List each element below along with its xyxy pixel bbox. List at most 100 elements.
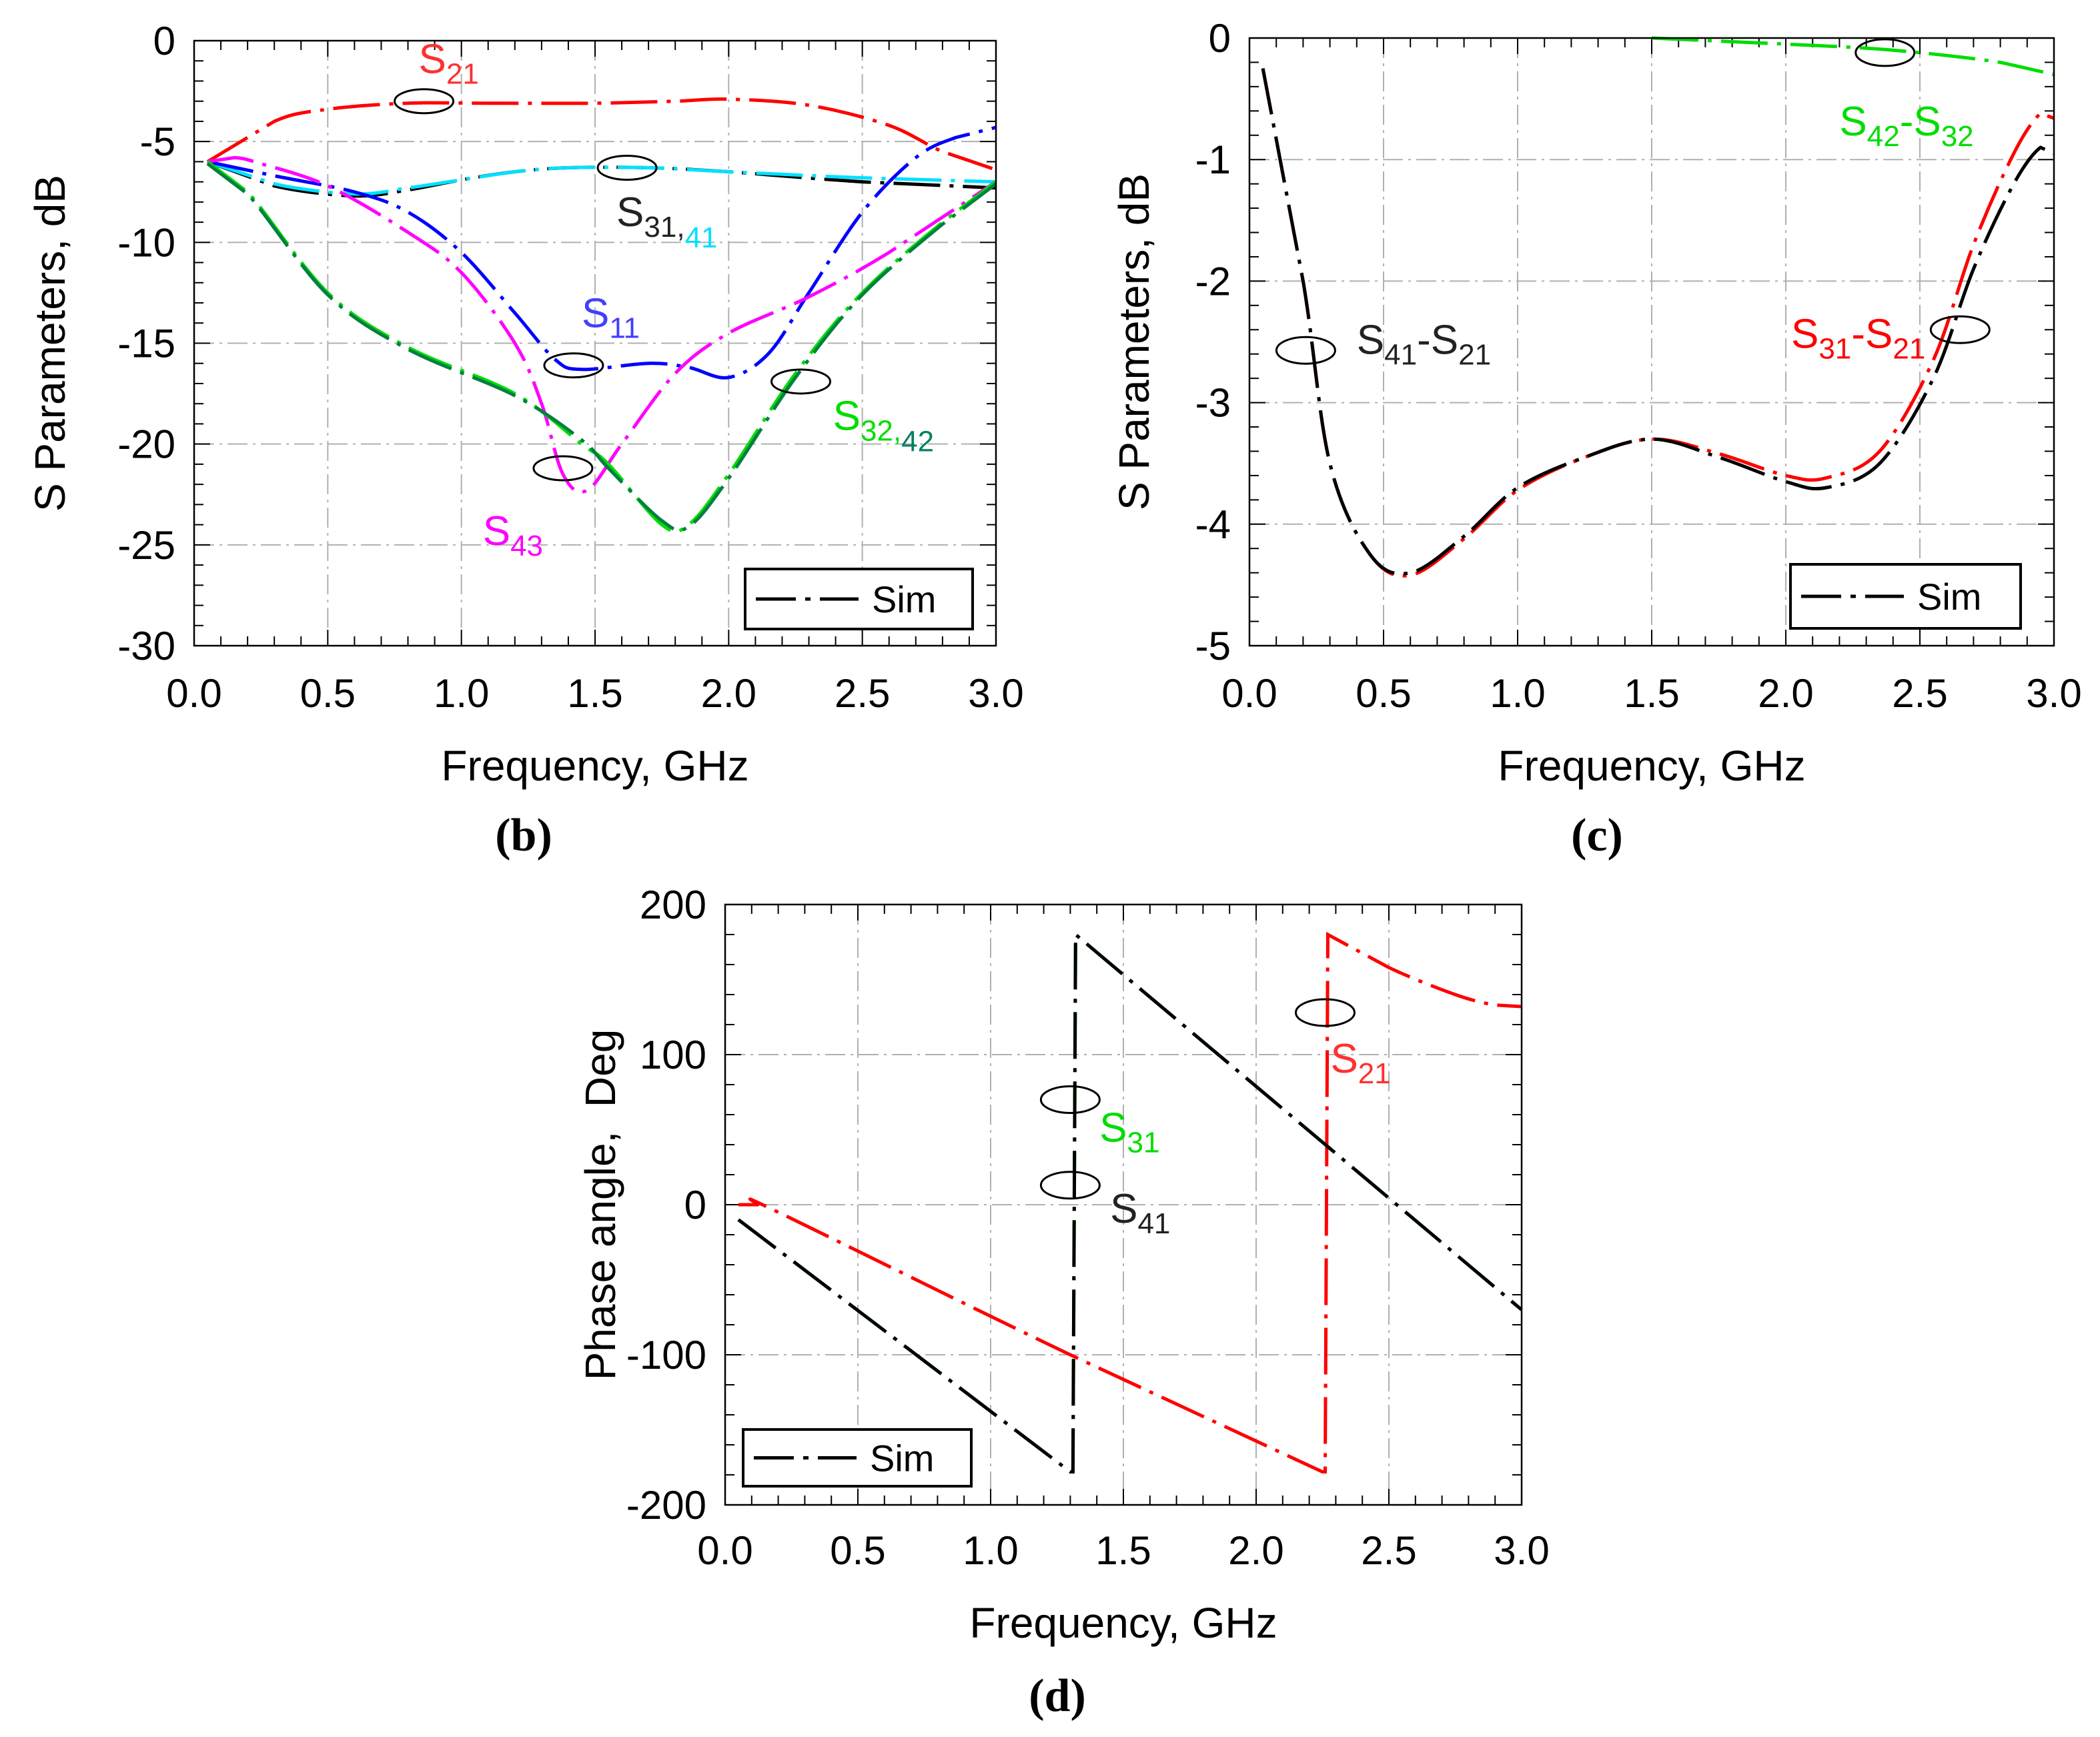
x-tick-label: 0.0 xyxy=(1221,671,1277,716)
annotation-subscript: 42 xyxy=(1867,120,1900,153)
x-tick-label: 0.0 xyxy=(166,671,221,716)
annotation-main: S xyxy=(1099,1105,1127,1151)
annotation-ellipse xyxy=(1039,1171,1101,1200)
y-tick-label: 100 xyxy=(640,1033,706,1077)
chart-panel-c: 0.0 0.5 1.0 1.5 2.0 2.5 3.0 0 -1 -2 -3 -4 -5 Frequenc… xyxy=(1110,16,2082,861)
annotation-main: S xyxy=(1330,1036,1358,1082)
y-tick-label: -30 xyxy=(117,624,175,668)
annotation-label: S21 xyxy=(419,36,479,90)
x-tick-label: 2.5 xyxy=(1892,671,1947,716)
y-axis-label: S Parameters, dB xyxy=(1110,173,1158,510)
x-tick-label: 2.5 xyxy=(835,671,890,716)
annotation-ellipse xyxy=(394,88,455,115)
y-tick-label: -25 xyxy=(117,523,175,568)
annotation-subscript: 21 xyxy=(1893,333,1925,366)
annotation-label: S43 xyxy=(483,508,543,562)
annotation-subscript: 32, xyxy=(861,415,901,448)
x-tick-label: 1.5 xyxy=(1624,671,1679,716)
x-tick-label: 3.0 xyxy=(968,671,1023,716)
y-tick-label: -100 xyxy=(626,1333,706,1377)
annotation-label: S11 xyxy=(582,290,640,344)
y-tick-label: 200 xyxy=(640,883,706,927)
plot-frame xyxy=(1248,37,2055,647)
annotation-main: S xyxy=(1110,1186,1137,1232)
annotation-label: S32,42 xyxy=(833,394,934,458)
annotation-main: -S xyxy=(1851,312,1893,358)
series-line-s21 xyxy=(206,97,997,171)
annotation-ellipse xyxy=(543,352,604,379)
annotation-label: S41-S21 xyxy=(1357,318,1491,372)
plot-frame xyxy=(193,39,997,647)
x-tick-label: 0.5 xyxy=(1356,671,1411,716)
y-tick-label: -20 xyxy=(117,422,175,467)
annotation-main: S xyxy=(419,36,446,82)
chart-panel-b: 0.0 0.5 1.0 1.5 2.0 2.5 3.0 0 -5 -10 -15 -20 -25 -30 F… xyxy=(26,19,1024,861)
y-tick-label: -5 xyxy=(140,119,175,164)
legend-label: Sim xyxy=(870,1437,934,1480)
annotation-main: -S xyxy=(1900,99,1941,145)
annotation-ellipse xyxy=(532,455,594,482)
x-tick-label: 0.5 xyxy=(300,671,356,716)
chart-panel-d: 0.0 0.5 1.0 1.5 2.0 2.5 3.0 200 100 0 -100 -200 Freq… xyxy=(576,883,1550,1722)
annotation-ellipse xyxy=(1039,1085,1101,1114)
panel-label: (c) xyxy=(1571,810,1623,861)
annotation-main: S xyxy=(582,290,609,336)
x-tick-label: 1.5 xyxy=(567,671,622,716)
x-axis-label: Frequency, GHz xyxy=(441,742,748,790)
series-line-s41 xyxy=(737,931,1523,1474)
y-axis-label: S Parameters, dB xyxy=(26,175,74,512)
annotation-label: S31-S21 xyxy=(1791,312,1925,366)
y-tick-label: -15 xyxy=(117,322,175,366)
annotation-main: -S xyxy=(1417,318,1458,364)
annotation-subscript: 31 xyxy=(1127,1127,1160,1159)
series-line-s21 xyxy=(738,931,1522,1474)
x-tick-label: 0.0 xyxy=(697,1528,752,1573)
annotation-ellipse xyxy=(1855,38,1916,67)
plot-frame xyxy=(724,903,1523,1506)
series-line-s43 xyxy=(207,155,997,494)
x-tick-label: 2.0 xyxy=(701,671,756,716)
legend: Sim xyxy=(742,1428,973,1488)
annotation-subscript: 41 xyxy=(1137,1207,1170,1240)
annotation-subscript: 31 xyxy=(1818,333,1851,366)
y-tick-label: -5 xyxy=(1195,624,1231,668)
annotation-subscript: 21 xyxy=(446,57,479,90)
x-axis-label: Frequency, GHz xyxy=(1498,742,1805,790)
annotation-subscript: 21 xyxy=(1458,339,1491,372)
annotation-label: S31 xyxy=(1099,1105,1159,1159)
y-tick-label: -2 xyxy=(1195,259,1231,304)
annotation-subscript: 42 xyxy=(901,426,934,458)
annotation-label: S21 xyxy=(1330,1036,1390,1090)
x-tick-label: 2.0 xyxy=(1758,671,1813,716)
y-tick-label: -10 xyxy=(117,220,175,265)
x-tick-label: 1.5 xyxy=(1095,1528,1151,1573)
y-tick-label: 0 xyxy=(684,1183,706,1227)
annotation-label: S42-S32 xyxy=(1839,99,1973,153)
annotation-main: S xyxy=(1357,318,1384,364)
annotation-subscript: 32 xyxy=(1941,120,1974,153)
series-line-s11 xyxy=(207,125,997,380)
annotation-label: S41 xyxy=(1110,1186,1170,1240)
series-line-s42 xyxy=(206,162,997,532)
x-tick-label: 3.0 xyxy=(1494,1528,1549,1573)
annotation-ellipse xyxy=(1294,998,1356,1027)
series-line-s41 xyxy=(207,160,997,196)
x-tick-label: 1.0 xyxy=(1490,671,1545,716)
annotation-ellipse xyxy=(1929,315,1991,344)
y-tick-label: -4 xyxy=(1195,502,1231,547)
annotation-main: S xyxy=(483,508,510,554)
x-tick-label: 2.0 xyxy=(1228,1528,1283,1573)
x-tick-label: 0.5 xyxy=(830,1528,885,1573)
annotation-subscript: 41 xyxy=(685,221,718,254)
series-line-s41-s21 xyxy=(1261,68,2055,576)
annotation-subscript: 21 xyxy=(1358,1057,1391,1090)
series-line-s32 xyxy=(206,160,997,534)
y-tick-label: -200 xyxy=(626,1483,706,1528)
panel-label: (b) xyxy=(495,810,552,861)
annotation-main: S xyxy=(1839,99,1867,145)
x-tick-label: 2.5 xyxy=(1361,1528,1416,1573)
annotation-subscript: 43 xyxy=(510,530,543,562)
y-tick-label: 0 xyxy=(153,19,175,63)
annotation-main: S xyxy=(616,189,644,235)
